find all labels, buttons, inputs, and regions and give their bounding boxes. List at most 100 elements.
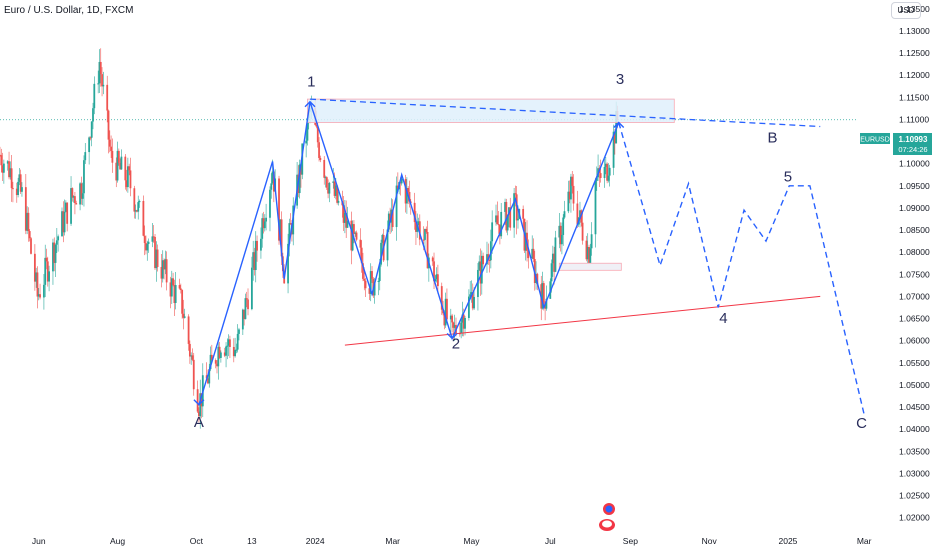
price-tag-box bbox=[893, 133, 932, 155]
candle-body-77 bbox=[137, 202, 140, 212]
candle-body-107 bbox=[191, 355, 194, 360]
candle-body-36 bbox=[63, 211, 66, 233]
candle-body-202 bbox=[363, 278, 366, 281]
candle-body-256 bbox=[461, 314, 464, 323]
candle-body-145 bbox=[261, 218, 264, 239]
candle-body-214 bbox=[386, 229, 389, 261]
candle-body-60 bbox=[107, 110, 110, 140]
candle-body-4 bbox=[6, 161, 9, 164]
candle-body-44 bbox=[79, 183, 81, 205]
candle-body-106 bbox=[190, 355, 193, 357]
candle-body-63 bbox=[111, 150, 114, 163]
projected-wave-path bbox=[618, 122, 865, 415]
candle-body-273 bbox=[491, 222, 494, 242]
candle-body-11 bbox=[18, 174, 21, 182]
candle-body-191 bbox=[343, 212, 346, 223]
candle-body-193 bbox=[346, 220, 349, 228]
wave-label-A: A bbox=[194, 414, 204, 431]
candle-body-123 bbox=[219, 352, 222, 358]
candle-body-224 bbox=[404, 179, 407, 204]
candle-body-170 bbox=[306, 117, 309, 141]
x-tick-label: May bbox=[463, 536, 480, 546]
candle-body-258 bbox=[464, 317, 466, 329]
candle-body-88 bbox=[156, 249, 159, 267]
candle-body-139 bbox=[250, 267, 253, 310]
candle-body-23 bbox=[39, 294, 41, 298]
consolidation-box bbox=[558, 262, 622, 271]
candle-body-268 bbox=[482, 255, 485, 265]
candle-body-62 bbox=[110, 146, 112, 151]
candle-body-317 bbox=[571, 176, 574, 186]
candle-body-338 bbox=[608, 167, 611, 176]
candle-body-180 bbox=[324, 177, 327, 179]
candle-body-69 bbox=[124, 156, 127, 181]
y-tick-label: 1.05500 bbox=[899, 358, 930, 368]
candle-body-105 bbox=[188, 343, 191, 357]
y-tick-label: 1.11000 bbox=[899, 114, 929, 124]
candle-body-275 bbox=[496, 215, 499, 225]
y-tick-label: 1.04000 bbox=[899, 424, 930, 434]
candle-body-155 bbox=[279, 219, 282, 241]
candle-body-89 bbox=[160, 266, 163, 279]
price-tag-countdown: 07:24:26 bbox=[898, 145, 927, 154]
candle-body-216 bbox=[389, 213, 392, 223]
price-tag-price: 1.10993 bbox=[899, 135, 928, 144]
candle-body-68 bbox=[120, 156, 123, 170]
candle-body-2 bbox=[1, 165, 4, 173]
candle-body-287 bbox=[517, 218, 519, 221]
candle-body-101 bbox=[181, 290, 184, 314]
candle-body-279 bbox=[504, 201, 506, 212]
candle-body-20 bbox=[35, 272, 38, 282]
axis-layer: 1.13500 1.13000 1.12500 1.12000 1.11500 1.110… bbox=[32, 4, 930, 546]
candle-body-334 bbox=[603, 166, 606, 179]
candle-body-76 bbox=[136, 210, 138, 212]
candle-body-307 bbox=[553, 253, 556, 272]
candle-body-301 bbox=[542, 283, 545, 302]
candle-body-305 bbox=[550, 263, 553, 282]
candle-body-128 bbox=[229, 339, 231, 347]
candle-body-269 bbox=[486, 254, 488, 265]
candle-body-50 bbox=[89, 137, 92, 139]
candle-body-262 bbox=[471, 292, 474, 309]
candle-body-232 bbox=[417, 221, 420, 226]
candle-body-178 bbox=[319, 157, 322, 160]
candle-body-57 bbox=[101, 74, 103, 87]
candle-body-124 bbox=[223, 352, 226, 356]
candle-body-31 bbox=[54, 244, 57, 263]
y-tick-label: 1.12000 bbox=[899, 70, 930, 80]
elliott-wave-path bbox=[198, 101, 620, 406]
candle-body-149 bbox=[269, 189, 271, 218]
candle-body-215 bbox=[387, 213, 390, 230]
candle-body-321 bbox=[579, 210, 581, 218]
candle-body-72 bbox=[128, 166, 131, 171]
candle-body-134 bbox=[241, 309, 244, 330]
candle-body-209 bbox=[377, 280, 380, 282]
candle-body-328 bbox=[590, 234, 593, 249]
candle-body-204 bbox=[368, 288, 371, 294]
y-tick-label: 1.13500 bbox=[899, 4, 930, 14]
candle-body-194 bbox=[350, 220, 353, 251]
y-tick-label: 1.12500 bbox=[899, 48, 930, 58]
candle-body-226 bbox=[407, 187, 410, 192]
candle-body-205 bbox=[369, 271, 372, 294]
y-tick-label: 1.07500 bbox=[899, 269, 930, 279]
candle-body-51 bbox=[90, 121, 93, 138]
y-tick-label: 1.10000 bbox=[899, 159, 930, 169]
y-tick-label: 1.08500 bbox=[899, 225, 930, 235]
candle-body-186 bbox=[334, 185, 337, 196]
candle-body-1 bbox=[0, 155, 3, 166]
candle-body-278 bbox=[500, 211, 503, 237]
candle-body-16 bbox=[27, 212, 30, 232]
candle-body-181 bbox=[325, 177, 328, 188]
candle-body-182 bbox=[327, 187, 329, 194]
candle-body-102 bbox=[182, 313, 185, 318]
candle-body-264 bbox=[477, 269, 479, 297]
candle-body-40 bbox=[71, 188, 74, 198]
candle-body-108 bbox=[192, 359, 195, 390]
candle-body-116 bbox=[208, 369, 211, 384]
y-tick-label: 1.06500 bbox=[899, 314, 930, 324]
candle-body-144 bbox=[260, 238, 262, 251]
currency-button[interactable]: USD bbox=[891, 2, 921, 19]
